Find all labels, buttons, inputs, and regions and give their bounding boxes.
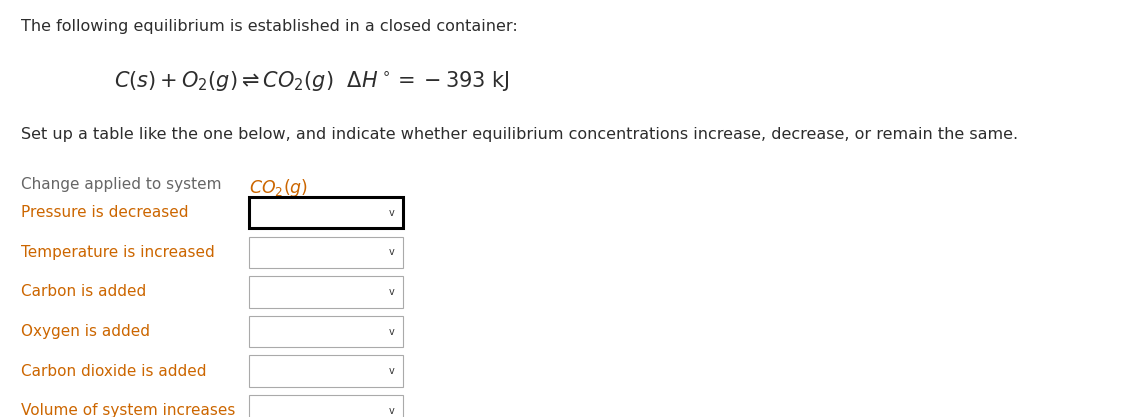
Text: Oxygen is added: Oxygen is added	[21, 324, 150, 339]
Text: v: v	[388, 327, 395, 337]
FancyBboxPatch shape	[249, 316, 403, 347]
Text: v: v	[388, 366, 395, 376]
Text: Pressure is decreased: Pressure is decreased	[21, 205, 188, 220]
Text: $CO_2(g)$: $CO_2(g)$	[249, 177, 308, 199]
Text: v: v	[388, 247, 395, 257]
Text: v: v	[388, 287, 395, 297]
FancyBboxPatch shape	[249, 355, 403, 387]
Text: Change applied to system: Change applied to system	[21, 177, 222, 192]
FancyBboxPatch shape	[249, 197, 403, 229]
FancyBboxPatch shape	[249, 395, 403, 417]
FancyBboxPatch shape	[249, 276, 403, 308]
Text: The following equilibrium is established in a closed container:: The following equilibrium is established…	[21, 19, 517, 34]
Text: $C(s) + O_2(g) \rightleftharpoons CO_2(g)\ \ \Delta H^\circ = -393\ \mathrm{kJ}$: $C(s) + O_2(g) \rightleftharpoons CO_2(g…	[114, 69, 510, 93]
Text: Carbon is added: Carbon is added	[21, 284, 146, 299]
Text: v: v	[388, 208, 395, 218]
Text: Set up a table like the one below, and indicate whether equilibrium concentratio: Set up a table like the one below, and i…	[21, 127, 1018, 142]
FancyBboxPatch shape	[249, 237, 403, 268]
Text: Volume of system increases: Volume of system increases	[21, 403, 235, 417]
Text: Carbon dioxide is added: Carbon dioxide is added	[21, 364, 206, 379]
Text: Temperature is increased: Temperature is increased	[21, 245, 215, 260]
Text: v: v	[388, 406, 395, 416]
